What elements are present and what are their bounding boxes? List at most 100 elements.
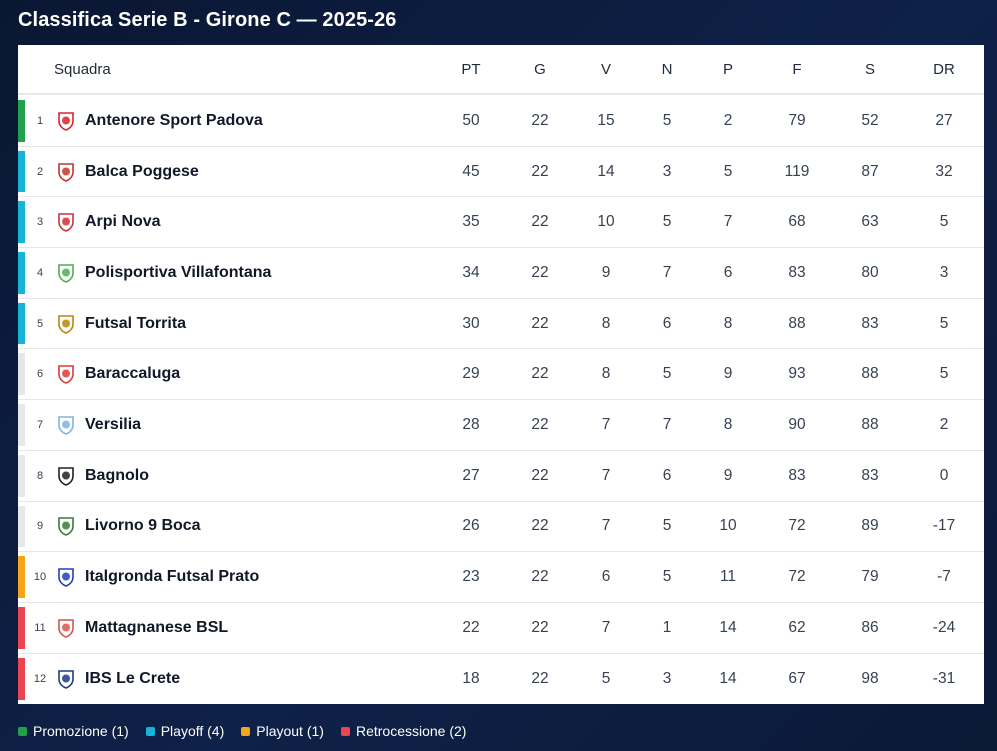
- position-number: 8: [36, 469, 44, 482]
- table-row[interactable]: 5 Futsal Torrita 30 22 8 6 8 88 83 5: [18, 299, 984, 350]
- team-name[interactable]: Baraccaluga: [85, 365, 181, 383]
- table-row[interactable]: 6 Baraccaluga 29 22 8 5 9 93 88 5: [18, 349, 984, 401]
- cell-g: 22: [531, 669, 549, 687]
- table-header: Squadra PT G V N P F S DR: [18, 45, 984, 95]
- status-stripe: [18, 454, 25, 497]
- team-name[interactable]: Versilia: [85, 415, 142, 433]
- baraccaluga-crest-icon: [56, 364, 76, 385]
- column-header-p[interactable]: P: [722, 61, 734, 78]
- team-name[interactable]: Antenore Sport Padova: [85, 111, 263, 129]
- cell-n: 7: [662, 263, 672, 281]
- status-stripe: [18, 252, 25, 294]
- cell-p: 8: [723, 314, 733, 332]
- table-row[interactable]: 10 Italgronda Futsal Prato 23 22 6 5 11 72 79 -7: [18, 552, 984, 603]
- cell-s: 83: [861, 314, 879, 332]
- cell-p: 14: [719, 618, 737, 636]
- cell-pt: 22: [462, 618, 480, 636]
- column-header-v[interactable]: V: [600, 61, 612, 78]
- table-body: 1 Antenore Sport Padova 50 22 15 5 2 79 52 27 2 Bal…: [18, 96, 984, 704]
- cell-g: 22: [531, 568, 549, 586]
- status-stripe: [18, 150, 25, 193]
- cell-v: 7: [601, 415, 611, 433]
- table-row[interactable]: 4 Polisportiva Villafontana 34 22 9 7 6 83 80 3: [18, 248, 984, 299]
- cell-pt: 30: [462, 314, 480, 332]
- arpi-crest-icon: [56, 212, 76, 233]
- legend: Promozione (1) Playoff (4) Playout (1) Retr…: [18, 722, 466, 740]
- villafontana-crest-icon: [56, 263, 76, 283]
- cell-n: 5: [662, 111, 672, 129]
- status-stripe: [18, 100, 25, 142]
- column-header-g[interactable]: G: [534, 61, 546, 78]
- cell-dr: 5: [939, 314, 949, 332]
- team-name[interactable]: Balca Poggese: [85, 162, 199, 180]
- cell-n: 5: [662, 517, 672, 535]
- table-row[interactable]: 8 Bagnolo 27 22 7 6 9 83 83 0: [18, 451, 984, 502]
- cell-v: 10: [597, 213, 615, 231]
- cell-s: 86: [861, 618, 879, 636]
- column-header-s[interactable]: S: [864, 61, 876, 78]
- cell-f: 90: [788, 415, 806, 433]
- column-header-pt[interactable]: PT: [461, 61, 481, 78]
- team-name[interactable]: IBS Le Crete: [85, 669, 181, 687]
- cell-p: 7: [723, 213, 733, 231]
- cell-p: 11: [719, 568, 737, 586]
- column-header-f[interactable]: F: [792, 61, 802, 78]
- cell-n: 5: [662, 213, 672, 231]
- cell-dr: 2: [939, 415, 949, 433]
- bagnolo-crest-icon: [56, 466, 76, 486]
- position-number: 3: [36, 216, 44, 229]
- cell-s: 52: [861, 111, 879, 129]
- cell-g: 22: [531, 618, 549, 636]
- status-stripe: [18, 556, 25, 598]
- legend-item-playout: Playout (1): [241, 723, 324, 739]
- cell-p: 9: [723, 466, 733, 484]
- cell-pt: 50: [462, 111, 480, 129]
- legend-label: Promozione (1): [33, 723, 129, 739]
- cell-s: 63: [861, 213, 879, 231]
- cell-v: 6: [601, 568, 611, 586]
- position-number: 10: [33, 571, 47, 584]
- legend-swatch: [145, 726, 155, 736]
- cell-f: 119: [784, 162, 810, 180]
- column-header-n[interactable]: N: [661, 61, 673, 78]
- cell-dr: 5: [939, 365, 949, 383]
- cell-n: 6: [662, 466, 672, 484]
- table-row[interactable]: 9 Livorno 9 Boca 26 22 7 5 10 72 89 -17: [18, 502, 984, 553]
- team-name[interactable]: Italgronda Futsal Prato: [85, 568, 260, 586]
- table-row[interactable]: 3 Arpi Nova 35 22 10 5 7 68 63 5: [18, 197, 984, 249]
- team-name[interactable]: Futsal Torrita: [85, 314, 187, 332]
- table-row[interactable]: 12 IBS Le Crete 18 22 5 3 14 67 98 -31: [18, 654, 984, 705]
- team-name[interactable]: Polisportiva Villafontana: [85, 263, 272, 281]
- cell-p: 14: [719, 669, 737, 687]
- cell-s: 87: [861, 162, 879, 180]
- cell-g: 22: [531, 517, 549, 535]
- cell-p: 5: [723, 162, 733, 180]
- table-row[interactable]: 11 Mattagnanese BSL 22 22 7 1 14 62 86 -24: [18, 603, 984, 654]
- column-header-dr[interactable]: DR: [933, 61, 955, 78]
- cell-v: 14: [597, 162, 615, 180]
- status-stripe: [18, 201, 25, 244]
- column-header-team[interactable]: Squadra: [54, 61, 111, 78]
- table-row[interactable]: 1 Antenore Sport Padova 50 22 15 5 2 79 52 27: [18, 96, 984, 147]
- status-stripe: [18, 302, 25, 345]
- team-name[interactable]: Mattagnanese BSL: [85, 618, 229, 636]
- team-name[interactable]: Bagnolo: [85, 466, 149, 484]
- cell-dr: 32: [935, 162, 953, 180]
- cell-v: 7: [601, 618, 611, 636]
- position-number: 6: [36, 368, 44, 381]
- legend-label: Playoff (4): [160, 723, 225, 739]
- team-name[interactable]: Livorno 9 Boca: [85, 517, 201, 535]
- cell-v: 7: [601, 466, 611, 484]
- table-row[interactable]: 2 Balca Poggese 45 22 14 3 5 119 87 32: [18, 147, 984, 198]
- team-name[interactable]: Arpi Nova: [85, 213, 161, 231]
- cell-dr: -17: [932, 517, 956, 535]
- cell-pt: 28: [462, 415, 480, 433]
- cell-pt: 45: [462, 162, 480, 180]
- cell-f: 62: [788, 618, 806, 636]
- cell-n: 1: [662, 618, 672, 636]
- table-row[interactable]: 7 Versilia 28 22 7 7 8 90 88 2: [18, 400, 984, 451]
- cell-n: 3: [662, 669, 672, 687]
- legend-item-playoff: Playoff (4): [145, 723, 225, 739]
- position-number: 11: [34, 621, 46, 634]
- balca-crest-icon: [56, 162, 76, 182]
